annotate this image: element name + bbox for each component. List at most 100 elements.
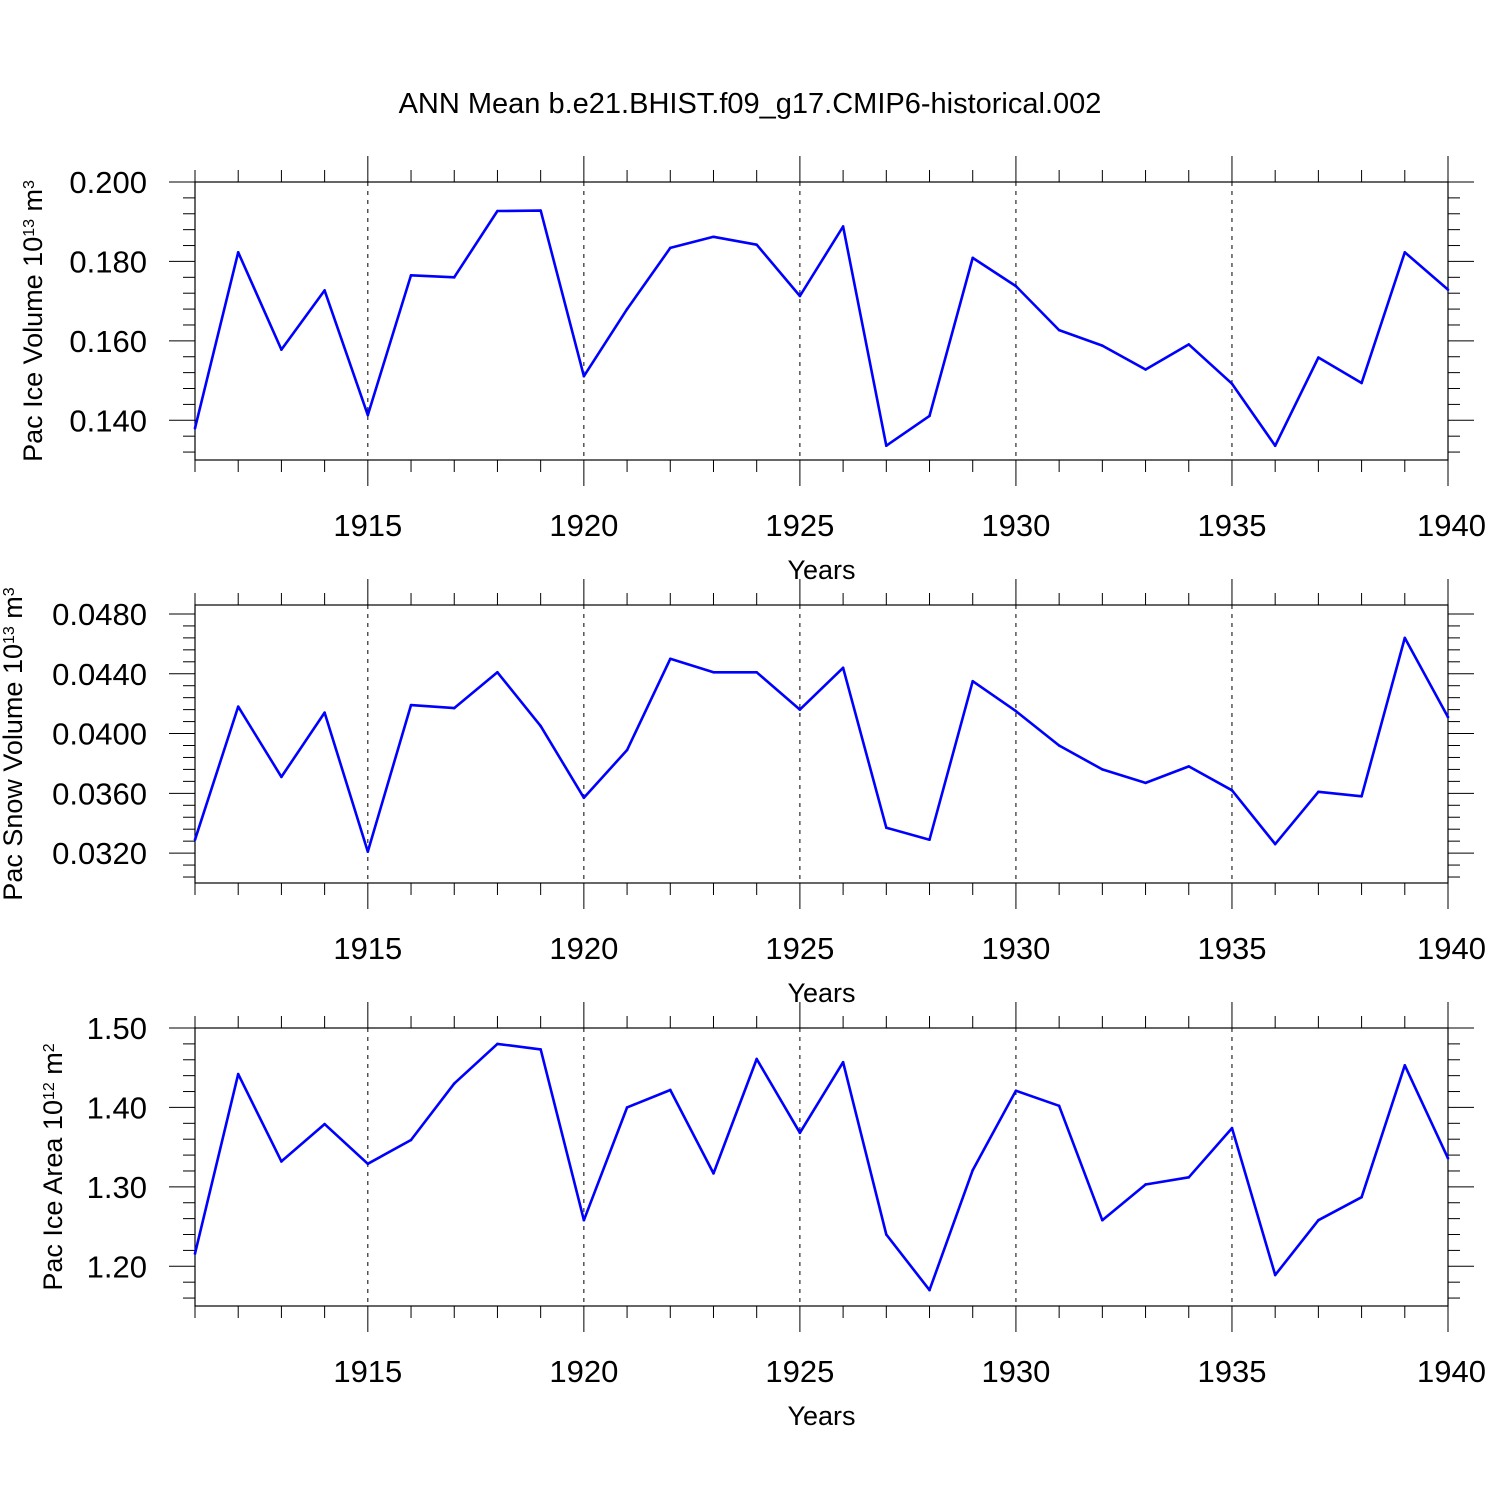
- data-point: [1014, 1089, 1018, 1093]
- x-axis-label: Years: [787, 1401, 855, 1431]
- x-axis-label: Years: [787, 978, 855, 1008]
- y-tick-label: 0.0360: [52, 776, 147, 811]
- data-point: [885, 444, 888, 448]
- data-point: [496, 1042, 499, 1046]
- y-tick-label: 0.0400: [52, 717, 147, 752]
- data-point: [1057, 744, 1061, 747]
- data-point: [1144, 781, 1147, 785]
- y-tick-label: 0.140: [69, 403, 147, 438]
- data-point: [1403, 250, 1407, 254]
- data-point: [971, 1168, 975, 1172]
- data-point: [1187, 343, 1191, 346]
- data-point: [1057, 1104, 1061, 1108]
- page-title: ANN Mean b.e21.BHIST.f09_g17.CMIP6-histo…: [398, 88, 1102, 120]
- data-point: [236, 250, 240, 254]
- y-axis-label: Pac Ice Volume 1013 m3: [18, 180, 48, 462]
- x-tick-label: 1935: [1197, 931, 1266, 966]
- data-point: [1014, 284, 1018, 288]
- data-point: [1317, 356, 1320, 359]
- x-tick-label: 1925: [765, 508, 834, 543]
- data-point: [280, 1160, 283, 1163]
- data-point: [1101, 344, 1104, 347]
- data-point: [366, 413, 370, 417]
- data-point: [1057, 328, 1061, 332]
- x-tick-label: 1940: [1417, 1354, 1486, 1389]
- series-line: [193, 636, 1450, 853]
- data-point: [1273, 444, 1277, 448]
- data-point: [798, 708, 802, 711]
- data-point: [755, 1057, 758, 1061]
- data-point: [1360, 795, 1363, 798]
- data-point: [1360, 1195, 1363, 1199]
- x-tick-label: 1920: [549, 508, 618, 543]
- y-tick-label: 0.180: [69, 244, 147, 279]
- plot-frame: [194, 181, 1449, 461]
- data-point: [1187, 1176, 1191, 1179]
- data-point: [1446, 288, 1450, 291]
- data-point: [1187, 765, 1191, 768]
- data-point: [885, 1233, 888, 1236]
- x-tick-label: 1915: [333, 508, 402, 543]
- data-point: [928, 838, 931, 841]
- series-line: [193, 1042, 1450, 1292]
- data-point: [323, 289, 326, 292]
- data-point: [193, 838, 197, 841]
- data-point: [582, 1218, 586, 1222]
- y-tick-label: 0.0480: [52, 597, 147, 632]
- panel-ice-area: 1.20 1.30 1.40 1.50 1915 1920 1925 1930 1935 1940…: [38, 1002, 1486, 1431]
- data-point: [885, 826, 888, 829]
- y-tick-label: 0.0440: [52, 657, 147, 692]
- data-point: [1144, 368, 1147, 371]
- data-point: [1403, 636, 1407, 640]
- data-point: [668, 246, 672, 250]
- data-point: [1446, 715, 1450, 719]
- x-tick-label: 1930: [981, 931, 1050, 966]
- data-point: [1317, 1218, 1320, 1222]
- y-axis-label: Pac Ice Area 1012 m2: [38, 1043, 68, 1290]
- data-point: [193, 1252, 197, 1255]
- data-point: [1144, 1183, 1147, 1186]
- x-tick-label: 1930: [981, 508, 1050, 543]
- x-tick-label: 1940: [1417, 931, 1486, 966]
- x-tick-label: 1925: [765, 1354, 834, 1389]
- data-point: [323, 1122, 326, 1126]
- plot-frame: [194, 604, 1449, 884]
- data-point: [236, 1072, 240, 1076]
- data-point: [798, 294, 802, 298]
- y-tick-label: 0.0320: [52, 836, 147, 871]
- x-tick-label: 1935: [1197, 1354, 1266, 1389]
- y-tick-label: 1.30: [87, 1170, 147, 1205]
- panel-ice-volume: 0.140 0.160 0.180 0.200 1915 1920 1925 1930 1935…: [18, 156, 1486, 585]
- data-point: [1403, 1064, 1407, 1067]
- data-point: [1014, 709, 1018, 713]
- data-point: [582, 374, 586, 378]
- data-point: [668, 657, 672, 661]
- data-point: [539, 1048, 542, 1051]
- x-axis-label: Years: [787, 555, 855, 585]
- data-point: [409, 274, 413, 277]
- x-tick-label: 1915: [333, 1354, 402, 1389]
- data-point: [625, 307, 629, 311]
- data-point: [496, 209, 499, 213]
- data-point: [755, 243, 758, 247]
- x-tick-label: 1935: [1197, 508, 1266, 543]
- data-point: [409, 703, 413, 707]
- data-point: [539, 209, 542, 212]
- data-point: [625, 1106, 629, 1109]
- panel-snow-volume: 0.0320 0.0360 0.0400 0.0440 0.0480 1915 1920 19…: [0, 579, 1486, 1008]
- x-tick-label: 1920: [549, 1354, 618, 1389]
- y-tick-label: 0.200: [69, 165, 147, 200]
- data-point: [1101, 768, 1104, 771]
- y-tick-label: 1.50: [87, 1011, 147, 1046]
- data-point: [582, 796, 586, 800]
- x-tick-label: 1930: [981, 1354, 1050, 1389]
- data-point: [366, 1162, 370, 1166]
- data-point: [668, 1088, 672, 1092]
- data-point: [323, 711, 326, 714]
- data-point: [1446, 1156, 1450, 1160]
- data-point: [193, 426, 197, 430]
- data-point: [1230, 382, 1234, 386]
- data-point: [409, 1138, 413, 1142]
- data-point: [452, 706, 456, 710]
